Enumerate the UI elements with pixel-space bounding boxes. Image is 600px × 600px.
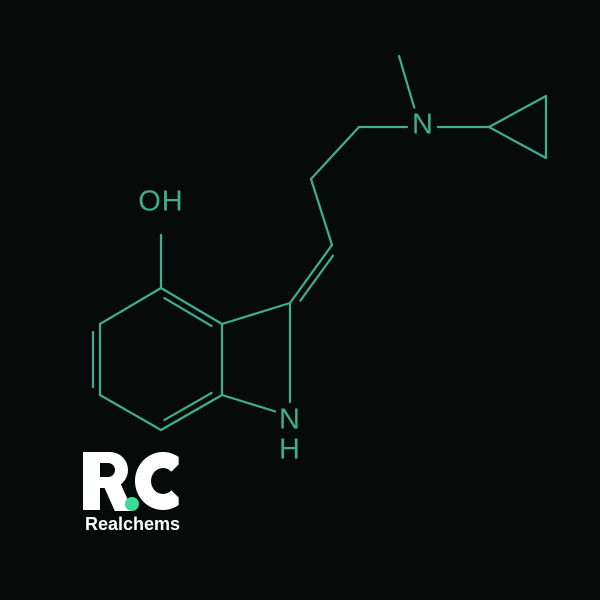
atom-label: OH [135, 186, 187, 219]
realchems-logo: Realchems [83, 452, 180, 535]
logo-mark [83, 452, 180, 510]
atom-label: H [276, 434, 304, 467]
atom-label: N [276, 404, 304, 437]
atom-label: N [409, 109, 437, 142]
logo-dot-icon [125, 497, 139, 511]
molecule-diagram: OHNHN Realchems [0, 0, 600, 600]
logo-brand-text: Realchems [85, 514, 180, 535]
